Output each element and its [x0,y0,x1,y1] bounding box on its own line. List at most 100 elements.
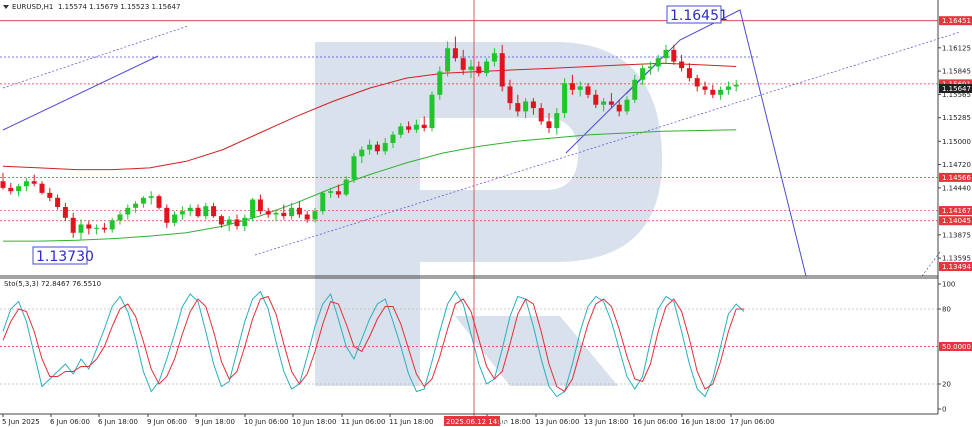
candle-bear [499,53,505,87]
price-level-tag-label: 1.14167 [942,207,971,215]
price-tick-label: 1.15565 [942,91,971,99]
candle-bear [86,224,92,229]
price-pane[interactable] [0,9,961,277]
moving-averages [2,62,737,242]
time-tick-label: 16 Jun 06:00 [633,418,677,426]
candle-bull [250,199,256,218]
trendlines [2,9,961,277]
candle-bear [164,207,170,223]
candle-bull [351,156,357,180]
stoch-tick-label: 0 [942,406,946,414]
moving-average-red [2,62,737,171]
time-tick-label: 6 Jun 18:00 [98,418,138,426]
price-level-tag-label: 1.13494 [942,263,971,271]
candle-bear [507,86,513,104]
candle-bear [515,103,521,112]
candle-bear [281,212,287,217]
candle-bull [312,211,318,220]
candle-bull [140,197,146,204]
candle-bear [70,217,76,233]
candle-bull [390,134,396,143]
candle-bull [94,227,100,229]
price-tick-label: 1.13875 [942,231,971,239]
candle-bear [31,181,37,184]
candle-bull [554,113,560,129]
candle-bear [211,206,217,217]
ohlc-readout: 1.15574 1.15679 1.15523 1.15647 [58,3,180,11]
candle-bull [655,58,661,67]
candle-bear [39,183,45,193]
price-level-tag-label: 1.14045 [942,217,971,225]
candle-bull [343,179,349,195]
candle-bull [725,86,731,90]
price-level-tag-label: 1.16451 [942,17,971,25]
candle-bull [733,84,739,87]
candle-bear [335,191,341,195]
candle-bear [374,144,380,152]
high-annotation: 1.16451 [666,5,728,24]
projection-tail-dotted [921,251,941,277]
candle-bull [632,79,638,100]
price-level-tag [939,79,972,89]
chart-menu-triangle-icon[interactable] [3,5,9,9]
price-tick-label: 1.14440 [942,184,971,192]
candle-bear [710,89,716,95]
time-cursor-tag [444,416,500,426]
time-tick-label: 13 Jun 06:00 [535,418,579,426]
candle-bear [546,121,552,129]
candle-bear [569,83,575,90]
candle-bull [148,196,154,198]
high-annotation-label: 1.16451 [670,8,728,24]
candle-bull [320,192,326,212]
candles [0,36,739,240]
candle-bull [367,144,373,150]
candle-bull [718,89,724,95]
candle-bear [195,207,201,217]
candle-bear [608,101,614,105]
candle-bull [226,219,232,225]
candle-bull [242,217,248,227]
stoch-tick-label: 20 [942,381,951,389]
candle-bear [476,66,482,74]
candle-bull [172,214,178,223]
candle-bull [359,149,365,157]
price-tick-label: 1.15845 [942,68,971,76]
time-tick-label: 11 Jun 18:00 [389,418,433,426]
price-tick-label: 1.13595 [942,255,971,263]
stochastic-pane[interactable] [0,290,938,398]
candle-bull [577,86,583,90]
candle-bear [585,86,591,95]
time-tick-label: 12 Jun 18:00 [486,418,530,426]
candle-bear [694,78,700,87]
stoch-main-line [2,290,745,398]
price-level-tag-label: 1.15647 [942,85,971,93]
price-tick-label: 1.15285 [942,114,971,122]
candle-bear [616,104,622,112]
watermark-foot [455,316,618,386]
price-level-tag-label: 1.14566 [942,174,971,182]
candle-bull [445,48,451,72]
candle-bear [686,68,692,79]
candle-bear [460,58,466,70]
candle-bull [523,101,529,112]
candle-bull [125,207,131,215]
watermark-logo [315,42,662,386]
candle-bull [382,142,388,152]
stochastic-lines [2,290,745,398]
projection-path [565,9,807,277]
candle-bear [538,108,544,122]
stoch-tick-label: 80 [942,306,951,314]
candle-bear [593,94,599,105]
candle-bull [117,214,123,221]
moving-average-green [3,129,737,242]
price-tick-label: 1.16125 [942,44,971,52]
trendline-blue [2,55,159,131]
candle-bear [671,49,677,62]
candle-bull [601,101,607,105]
stoch-level-tag-label: 50.0000 [942,343,971,351]
low-annotation-label: 1.13730 [36,249,94,265]
candle-bull [413,124,419,130]
stochastic-axis: 100 80 20 0 50.0000 [938,281,972,414]
candle-bull [273,212,279,215]
